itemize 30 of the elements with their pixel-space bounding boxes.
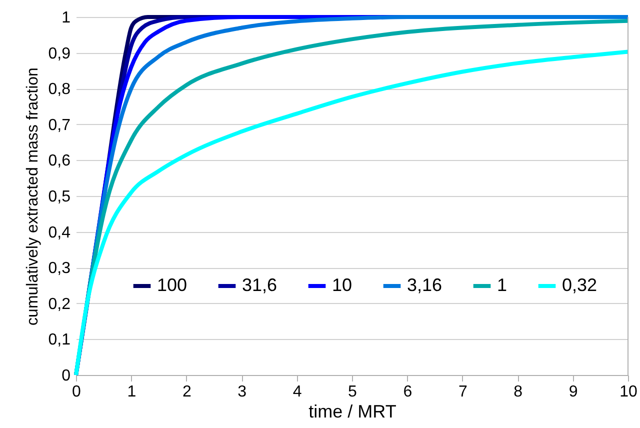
x-tick-label: 2 xyxy=(182,384,192,400)
x-tick-label: 1 xyxy=(127,384,136,400)
legend-label: 1 xyxy=(497,275,508,295)
y-tick-label: 0,8 xyxy=(48,81,71,98)
x-tick-label: 10 xyxy=(620,384,638,400)
legend-label: 100 xyxy=(157,275,188,295)
y-tick-label: 0,4 xyxy=(48,224,71,242)
y-tick-label: 0,1 xyxy=(48,332,71,349)
legend-label: 0,32 xyxy=(562,275,598,295)
x-tick-label: 3 xyxy=(238,384,247,400)
y-tick-label: 0,2 xyxy=(48,296,71,313)
y-tick-label: 0 xyxy=(62,368,71,384)
legend-label: 10 xyxy=(332,275,352,295)
legend-label: 31,6 xyxy=(242,275,278,295)
x-tick-label: 6 xyxy=(403,384,412,400)
y-tick-label: 0,7 xyxy=(48,116,71,134)
y-axis-title: cumulatively extracted mass fraction xyxy=(24,68,42,326)
x-tick-label: 9 xyxy=(568,384,578,400)
y-tick-label: 0,3 xyxy=(48,260,71,278)
y-tick-label: 0,6 xyxy=(48,152,71,170)
x-tick-label: 4 xyxy=(292,384,302,400)
y-tick-label: 0,9 xyxy=(48,45,71,62)
x-tick-label: 7 xyxy=(458,384,468,400)
legend-label: 3,16 xyxy=(407,275,442,295)
x-tick-label: 8 xyxy=(514,384,523,400)
y-tick-label: 0,5 xyxy=(48,188,71,206)
x-tick-label: 5 xyxy=(348,384,358,400)
y-tick-label: 1 xyxy=(62,10,71,26)
x-tick-label: 0 xyxy=(72,384,82,400)
x-axis-title: time / MRT xyxy=(308,402,396,422)
